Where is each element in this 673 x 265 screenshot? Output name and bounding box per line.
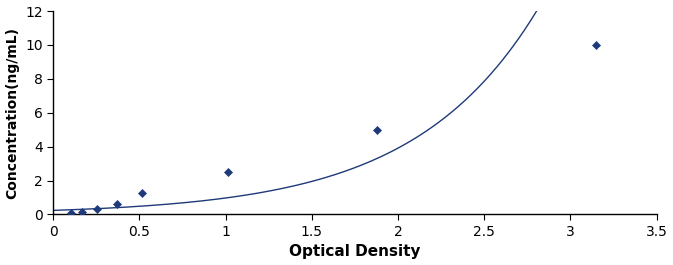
X-axis label: Optical Density: Optical Density <box>289 244 421 259</box>
Y-axis label: Concentration(ng/mL): Concentration(ng/mL) <box>5 27 20 199</box>
